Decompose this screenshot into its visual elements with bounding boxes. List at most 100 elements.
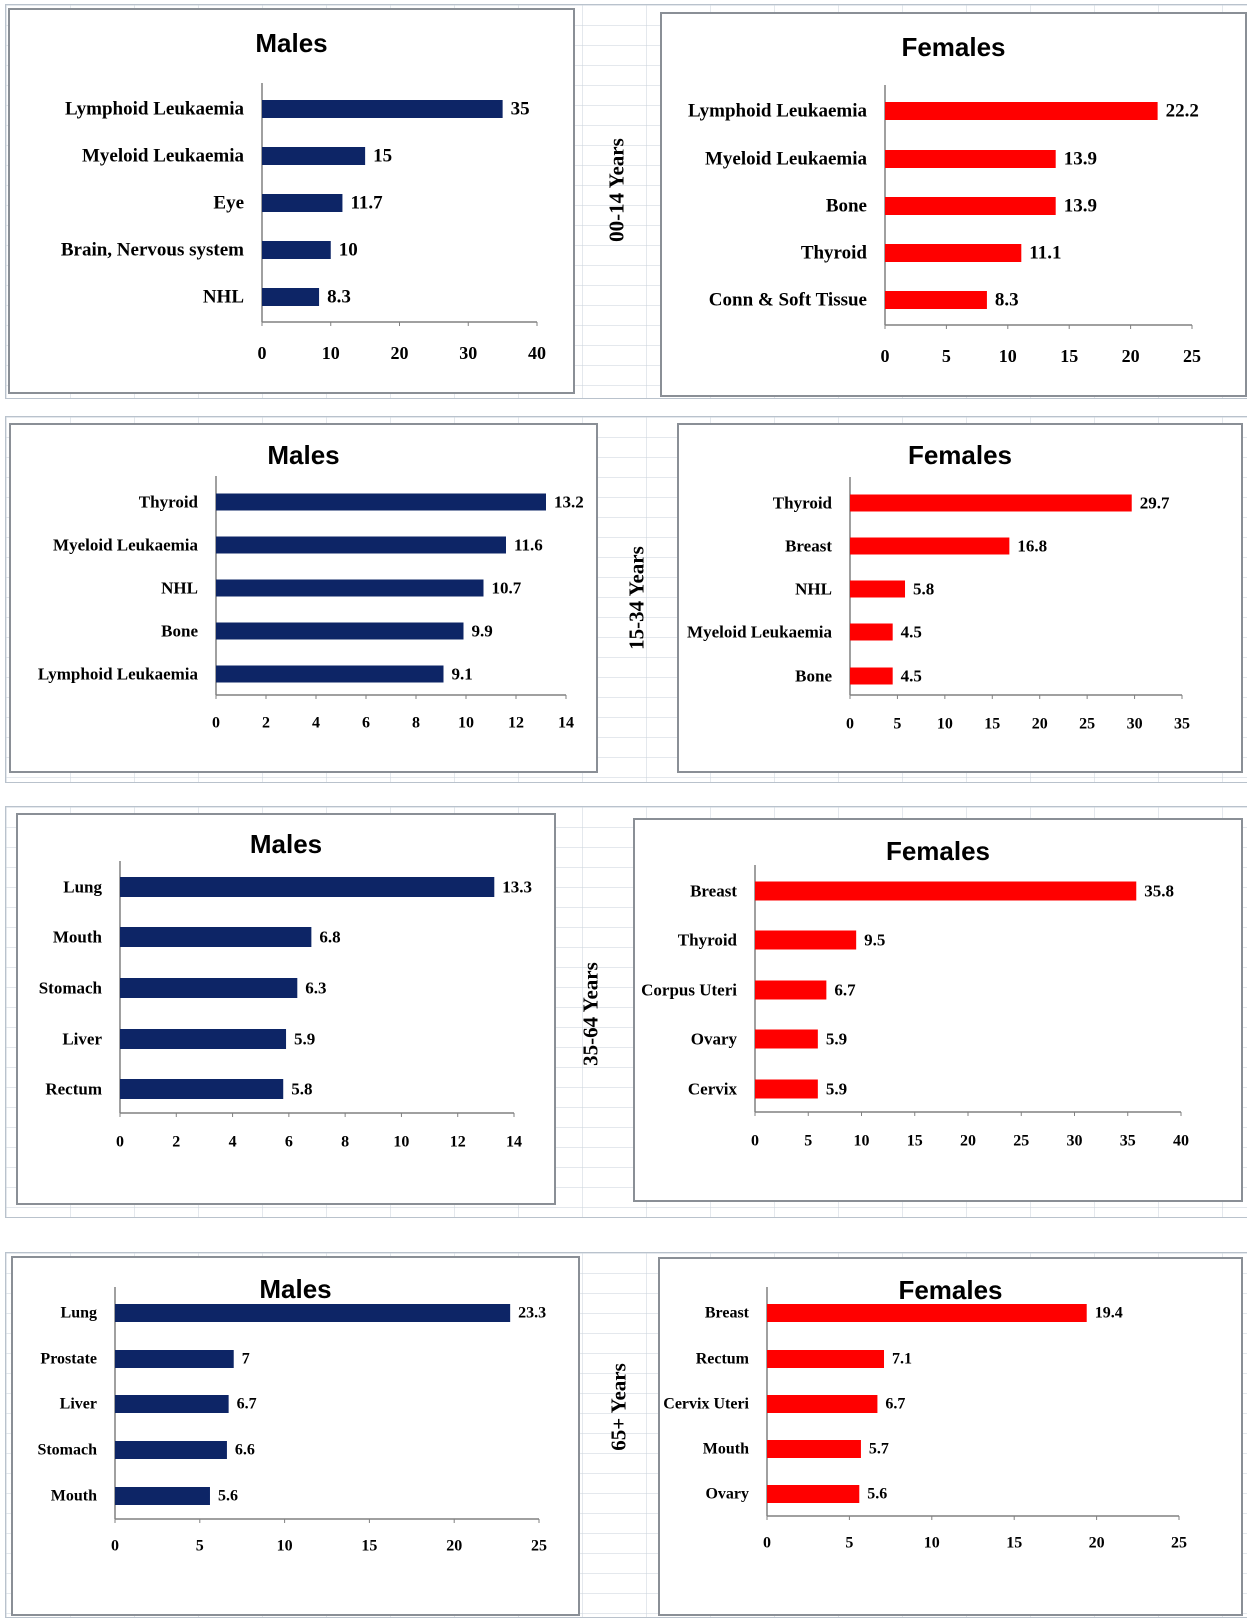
chart-title: Males [255, 28, 328, 58]
category-label: Cervix [688, 1080, 738, 1099]
category-label: Conn & Soft Tissue [709, 290, 867, 311]
x-tick-label: 0 [111, 1538, 119, 1555]
x-tick-label: 8 [412, 715, 420, 732]
category-label: Ovary [691, 1030, 738, 1049]
chart-panel: Males Lung 13.3 Mouth 6.8 Stomach 6.3 Liver 5.9… [16, 813, 556, 1205]
x-tick-label: 10 [393, 1134, 409, 1151]
bar [850, 667, 893, 685]
chart-panel: Males Lung 23.3 Prostate 7 Liver 6.7 Stomach 6.… [11, 1256, 580, 1616]
data-label: 6.7 [237, 1396, 257, 1413]
age-group-text: 35-64 Years [578, 962, 603, 1066]
chart-title: Males [249, 829, 323, 859]
bar [216, 493, 546, 511]
category-label: Stomach [37, 1442, 97, 1459]
bar [755, 881, 1137, 901]
x-tick-label: 20 [960, 1133, 976, 1150]
bar [755, 930, 857, 950]
data-label: 23.3 [518, 1305, 546, 1322]
data-label: 7 [242, 1351, 250, 1368]
category-label: Thyroid [678, 931, 738, 950]
x-tick-label: 5 [804, 1133, 812, 1150]
bar [885, 102, 1158, 120]
data-label: 16.8 [1017, 537, 1047, 556]
category-label: Mouth [51, 1488, 97, 1505]
category-label: NHL [795, 580, 832, 599]
chart-panel: Females Thyroid 29.7 Breast 16.8 NHL 5.8 Myelo… [677, 423, 1243, 773]
x-tick-label: 4 [229, 1134, 237, 1151]
chart-title: Females [898, 1275, 1003, 1305]
category-label: Myeloid Leukaemia [82, 146, 245, 167]
bar [262, 147, 366, 165]
x-tick-label: 0 [116, 1134, 124, 1151]
data-label: 6.8 [319, 928, 340, 947]
category-label: Cervix Uteri [663, 1396, 749, 1413]
bar [885, 150, 1056, 168]
bar [885, 291, 987, 309]
category-label: Prostate [40, 1351, 97, 1368]
category-label: Bone [161, 622, 198, 641]
bar [120, 877, 495, 897]
bar [755, 1029, 818, 1049]
x-tick-label: 10 [937, 716, 953, 733]
data-label: 4.5 [901, 667, 922, 686]
x-tick-label: 20 [446, 1538, 462, 1555]
x-tick-label: 0 [846, 716, 854, 733]
bar [115, 1350, 234, 1368]
x-tick-label: 0 [881, 346, 890, 366]
x-tick-label: 30 [1127, 716, 1143, 733]
category-label: Thyroid [801, 243, 868, 264]
bar [755, 1079, 818, 1099]
x-tick-label: 35 [1120, 1133, 1136, 1150]
data-label: 22.2 [1166, 101, 1199, 122]
x-tick-label: 4 [312, 715, 320, 732]
category-label: Rectum [696, 1351, 750, 1368]
x-tick-label: 30 [1067, 1133, 1083, 1150]
data-label: 5.9 [826, 1080, 847, 1099]
x-tick-label: 10 [854, 1133, 870, 1150]
chart-title: Females [885, 836, 991, 866]
bar [850, 494, 1132, 512]
x-tick-label: 2 [172, 1134, 180, 1151]
bar-chart: Lung 13.3 Mouth 6.8 Stomach 6.3 Liver 5.9 Rectum… [39, 861, 532, 1151]
bar [850, 623, 893, 641]
bar [120, 1029, 287, 1049]
data-label: 10 [339, 240, 358, 261]
data-label: 10.7 [492, 579, 522, 598]
bar [216, 622, 464, 640]
data-label: 11.7 [350, 193, 383, 214]
x-tick-label: 20 [1032, 716, 1048, 733]
x-tick-label: 15 [907, 1133, 923, 1150]
chart-title: Females [901, 32, 1006, 62]
age-group-text: 15-34 Years [624, 546, 649, 650]
category-label: Thyroid [139, 493, 199, 512]
x-tick-label: 25 [1183, 346, 1201, 366]
data-label: 11.1 [1029, 243, 1061, 264]
bar [850, 537, 1010, 555]
category-label: Breast [785, 537, 832, 556]
x-tick-label: 8 [341, 1134, 349, 1151]
category-label: NHL [161, 579, 198, 598]
x-tick-label: 5 [893, 716, 901, 733]
category-label: NHL [203, 287, 244, 308]
bar [120, 978, 298, 998]
data-label: 9.5 [864, 931, 885, 950]
data-label: 6.3 [305, 979, 326, 998]
data-label: 13.9 [1064, 149, 1097, 170]
bar-chart: Lymphoid Leukaemia 22.2 Myeloid Leukaemia 1… [688, 85, 1201, 366]
x-tick-label: 5 [942, 346, 951, 366]
data-label: 35 [511, 99, 530, 120]
x-tick-label: 14 [558, 715, 574, 732]
chart-title: Males [259, 1274, 332, 1304]
x-tick-label: 25 [1171, 1535, 1187, 1552]
bar [115, 1395, 229, 1413]
x-tick-label: 15 [984, 716, 1000, 733]
data-label: 5.9 [294, 1030, 315, 1049]
bar [767, 1304, 1087, 1322]
x-tick-label: 20 [1122, 346, 1140, 366]
category-label: Lung [63, 878, 102, 897]
bar-chart: Lymphoid Leukaemia 35 Myeloid Leukaemia 15 E… [61, 83, 546, 363]
bar [216, 579, 484, 597]
category-label: Brain, Nervous system [61, 240, 244, 261]
data-label: 13.9 [1064, 196, 1097, 217]
x-tick-label: 35 [1174, 716, 1190, 733]
